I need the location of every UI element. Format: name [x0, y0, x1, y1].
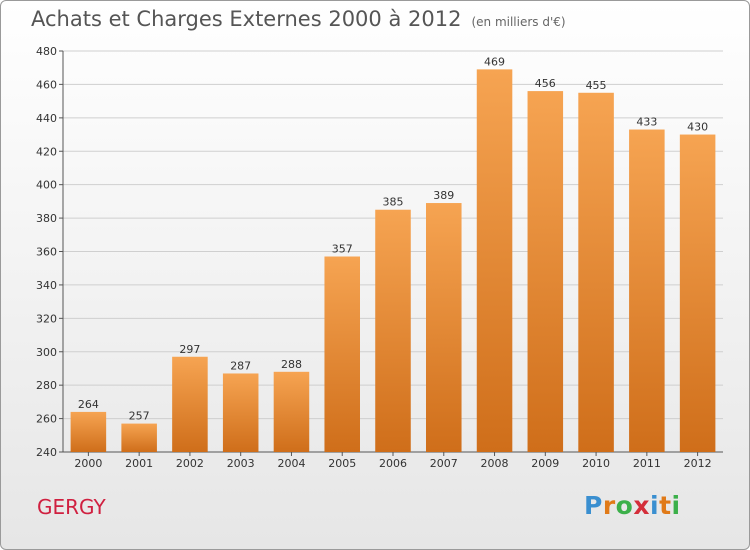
x-tick-label-2002: 2002 — [176, 457, 204, 470]
x-tick-label-2012: 2012 — [684, 457, 712, 470]
y-tick-label: 300 — [36, 346, 57, 359]
x-tick-label-2011: 2011 — [633, 457, 661, 470]
y-tick-label: 440 — [36, 112, 57, 125]
bar-2009 — [527, 91, 564, 452]
data-label-2001: 257 — [129, 410, 150, 423]
data-label-2009: 456 — [535, 77, 556, 90]
y-tick-label: 480 — [36, 45, 57, 58]
x-tick-label-2007: 2007 — [430, 457, 458, 470]
data-label-2005: 357 — [332, 243, 353, 256]
x-tick-label-2000: 2000 — [74, 457, 102, 470]
labels: 240 260 280 300 320 340 360 380 400 420 440 460 480 2… — [36, 45, 712, 470]
data-label-2002: 297 — [179, 343, 200, 356]
bar-2008 — [476, 69, 513, 453]
logo-letter: i — [671, 491, 681, 520]
bar-2000 — [70, 411, 107, 452]
y-tick-label: 240 — [36, 446, 57, 459]
bar-2005 — [324, 256, 360, 452]
y-tick-label: 460 — [36, 78, 57, 91]
x-tick-label-2005: 2005 — [328, 457, 356, 470]
logo-letter: x — [633, 491, 650, 520]
y-tick-label: 360 — [36, 246, 57, 259]
x-tick-label-2009: 2009 — [531, 457, 559, 470]
y-tick-label: 280 — [36, 379, 57, 392]
y-tick-label: 320 — [36, 312, 57, 325]
logo-letter: P — [584, 491, 603, 520]
chart-unit: (en milliers d'€) — [471, 15, 566, 29]
data-label-2008: 469 — [484, 55, 505, 68]
y-tick-label: 340 — [36, 279, 57, 292]
data-label-2000: 264 — [78, 398, 99, 411]
chart-title: Achats et Charges Externes 2000 à 2012 (e… — [31, 7, 566, 31]
bar-2006 — [375, 209, 411, 452]
logo-letter: t — [659, 491, 672, 520]
bar-2012 — [679, 134, 716, 452]
bar-2011 — [629, 129, 665, 452]
x-tick-label-2006: 2006 — [379, 457, 407, 470]
bar-2003 — [222, 373, 259, 452]
chart-title-text: Achats et Charges Externes 2000 à 2012 — [31, 7, 462, 31]
data-label-2012: 430 — [687, 121, 708, 134]
x-tick-label-2001: 2001 — [125, 457, 153, 470]
logo-letter: o — [615, 491, 634, 520]
x-tick-label-2010: 2010 — [582, 457, 610, 470]
y-tick-label: 380 — [36, 212, 57, 225]
logo-letter: i — [650, 491, 660, 520]
y-tick-label: 420 — [36, 145, 57, 158]
data-label-2011: 433 — [636, 116, 657, 129]
data-label-2006: 385 — [383, 196, 404, 209]
place-name: GERGY — [37, 495, 106, 519]
bar-2002 — [172, 356, 208, 452]
data-label-2004: 288 — [281, 358, 302, 371]
bar-2010 — [578, 92, 614, 452]
x-tick-label-2004: 2004 — [277, 457, 305, 470]
proxiti-logo: Proxiti — [584, 491, 681, 520]
x-tick-label-2008: 2008 — [481, 457, 509, 470]
bar-2004 — [273, 371, 310, 452]
data-label-2010: 455 — [586, 79, 607, 92]
y-tick-label: 260 — [36, 413, 57, 426]
bar-2001 — [121, 423, 157, 452]
bar-2007 — [426, 203, 462, 452]
data-label-2007: 389 — [433, 189, 454, 202]
y-tick-label: 400 — [36, 179, 57, 192]
data-label-2003: 287 — [230, 359, 251, 372]
bars — [70, 69, 716, 453]
logo-letter: r — [602, 491, 616, 520]
x-tick-label-2003: 2003 — [227, 457, 255, 470]
